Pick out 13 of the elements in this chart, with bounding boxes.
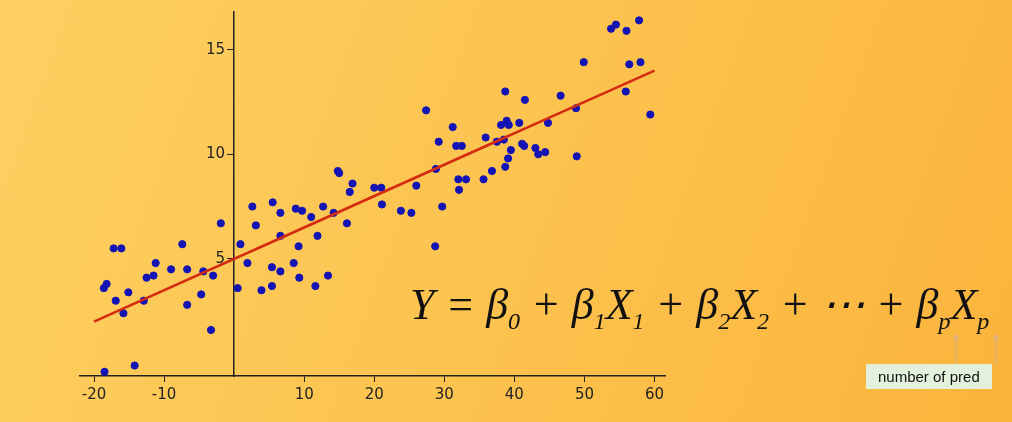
y-tick-label: 10: [206, 144, 226, 163]
x-tick-label: 20: [364, 384, 384, 403]
text: number of pred: [866, 364, 992, 389]
y-tick-label: 5: [215, 248, 226, 267]
x-tick-label: 30: [434, 384, 454, 403]
x-tick-label: 60: [644, 384, 665, 403]
y-tick-label: 15: [206, 39, 226, 58]
x-tick-label: 50: [574, 384, 594, 403]
x-tick-label: -20: [81, 384, 107, 403]
text: Y = β$_{0}$ + β$_{1}$X$_{1}$ + β$_{2}$X$_{2}$ + ⋯ + β$_{p}$X$_{p}$: [410, 280, 990, 334]
x-tick-label: 10: [294, 384, 314, 403]
x-tick-label: -10: [151, 384, 177, 403]
x-tick-label: 40: [504, 384, 524, 403]
